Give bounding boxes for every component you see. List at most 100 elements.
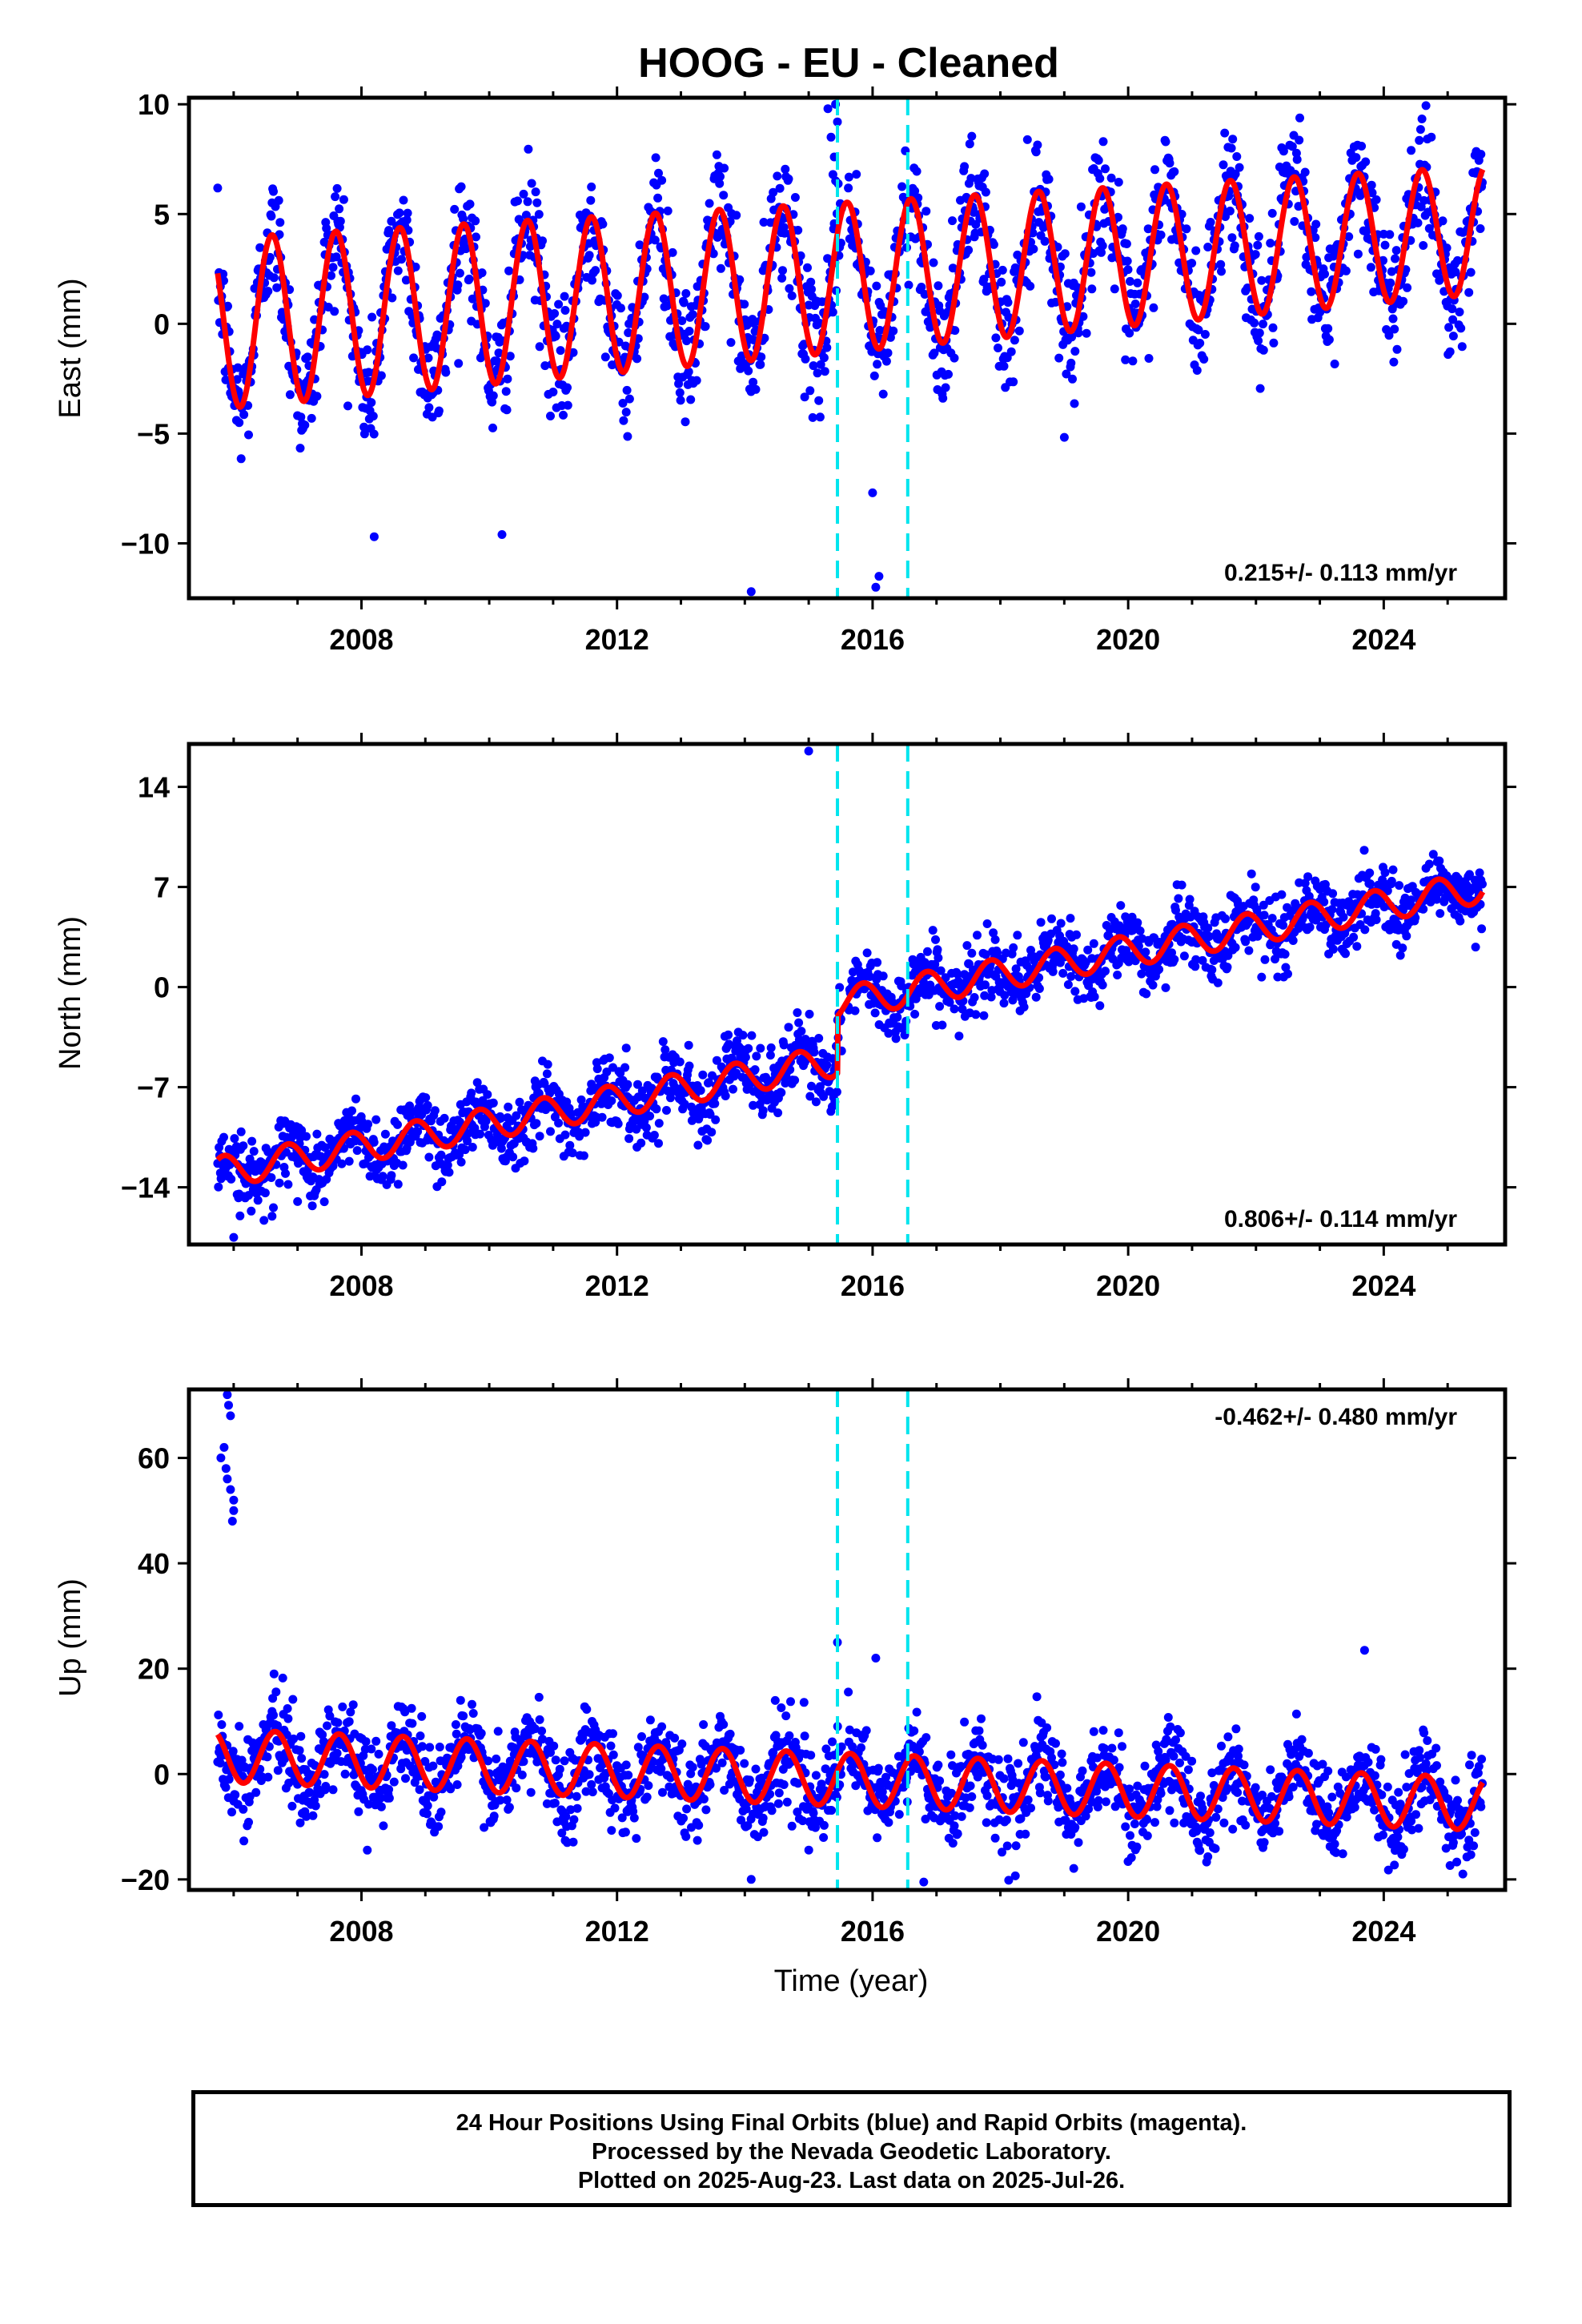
data-point — [803, 263, 812, 272]
data-point — [535, 342, 544, 352]
data-point — [423, 1100, 432, 1110]
data-point — [1435, 856, 1444, 866]
data-point — [652, 1104, 661, 1114]
data-point — [1170, 955, 1179, 964]
data-point — [740, 300, 749, 309]
data-point — [846, 234, 856, 243]
data-point — [1295, 135, 1304, 145]
data-point — [312, 1129, 322, 1139]
data-point — [265, 252, 275, 262]
data-point — [749, 377, 758, 387]
data-point — [1255, 384, 1265, 393]
data-point — [221, 375, 231, 384]
data-point — [682, 336, 692, 346]
data-point — [881, 356, 891, 366]
time-axis-label: Time (year) — [774, 1964, 929, 1998]
data-point — [1177, 880, 1186, 890]
data-point — [624, 1134, 634, 1144]
data-point — [550, 309, 560, 318]
data-point — [239, 410, 249, 420]
data-point — [283, 1704, 292, 1713]
data-point — [950, 353, 959, 363]
data-point — [621, 1760, 631, 1770]
x-tick-label: 2012 — [585, 1269, 649, 1302]
data-point — [598, 219, 608, 229]
data-point — [576, 1095, 586, 1104]
data-point — [483, 1090, 492, 1100]
data-point — [512, 1783, 521, 1793]
data-point — [407, 1703, 416, 1713]
data-point — [1034, 984, 1044, 993]
data-point — [742, 320, 752, 330]
data-point — [1471, 943, 1480, 952]
data-point — [1451, 267, 1460, 277]
data-point — [1106, 173, 1116, 183]
data-point — [873, 958, 882, 967]
data-point — [1280, 950, 1290, 959]
data-point — [348, 1700, 358, 1710]
data-point — [808, 412, 817, 422]
data-point — [725, 1729, 735, 1739]
data-point — [1232, 152, 1242, 161]
data-point — [1066, 914, 1075, 923]
data-point — [1283, 969, 1292, 979]
data-point — [746, 587, 756, 597]
data-point — [1083, 945, 1093, 955]
data-point — [436, 1807, 446, 1817]
data-point — [233, 363, 243, 372]
data-point — [1070, 347, 1080, 356]
data-point — [797, 1027, 806, 1036]
data-point — [1476, 224, 1485, 233]
data-point — [504, 266, 514, 275]
data-point — [273, 1766, 283, 1775]
data-point — [1402, 931, 1411, 941]
data-point — [785, 1731, 794, 1740]
data-point — [335, 204, 344, 214]
data-point — [586, 195, 596, 205]
data-point — [531, 187, 540, 197]
data-point — [1466, 267, 1476, 277]
data-point — [861, 1726, 871, 1735]
data-point — [624, 328, 633, 337]
data-point — [519, 189, 528, 199]
data-point — [332, 183, 342, 193]
data-point — [950, 326, 960, 336]
data-point — [359, 422, 369, 432]
data-point — [588, 275, 596, 285]
data-point — [470, 1124, 480, 1133]
data-point — [1087, 284, 1097, 294]
data-point — [503, 374, 512, 384]
data-point — [369, 429, 379, 439]
data-point — [239, 1836, 249, 1846]
data-point — [1003, 298, 1013, 308]
data-point — [1010, 336, 1019, 345]
data-point — [340, 1769, 350, 1779]
data-point — [1086, 267, 1096, 277]
data-point — [793, 226, 803, 235]
data-point — [1455, 308, 1464, 317]
data-point — [934, 281, 943, 291]
data-point — [267, 1212, 277, 1221]
data-point — [1063, 980, 1073, 989]
data-point — [657, 175, 667, 185]
data-point — [368, 412, 378, 421]
data-point — [1290, 217, 1299, 226]
data-point — [422, 1809, 432, 1819]
data-point — [459, 214, 468, 223]
data-point — [399, 195, 408, 205]
data-point — [496, 1113, 505, 1123]
data-point — [1174, 894, 1183, 903]
data-point — [1058, 968, 1068, 978]
data-point — [1074, 328, 1083, 338]
east-panel: East (mm) 0.215+/- 0.113 mm/yr 1050−5−10… — [54, 86, 1516, 656]
data-point — [693, 1835, 702, 1845]
data-point — [917, 283, 926, 292]
data-point — [1047, 914, 1056, 923]
y-tick-label: −7 — [137, 1072, 170, 1104]
data-point — [661, 1045, 670, 1055]
data-point — [436, 1150, 446, 1160]
data-point — [1305, 923, 1315, 932]
data-point — [526, 1787, 536, 1797]
data-point — [1031, 147, 1041, 157]
data-point — [1231, 169, 1240, 179]
